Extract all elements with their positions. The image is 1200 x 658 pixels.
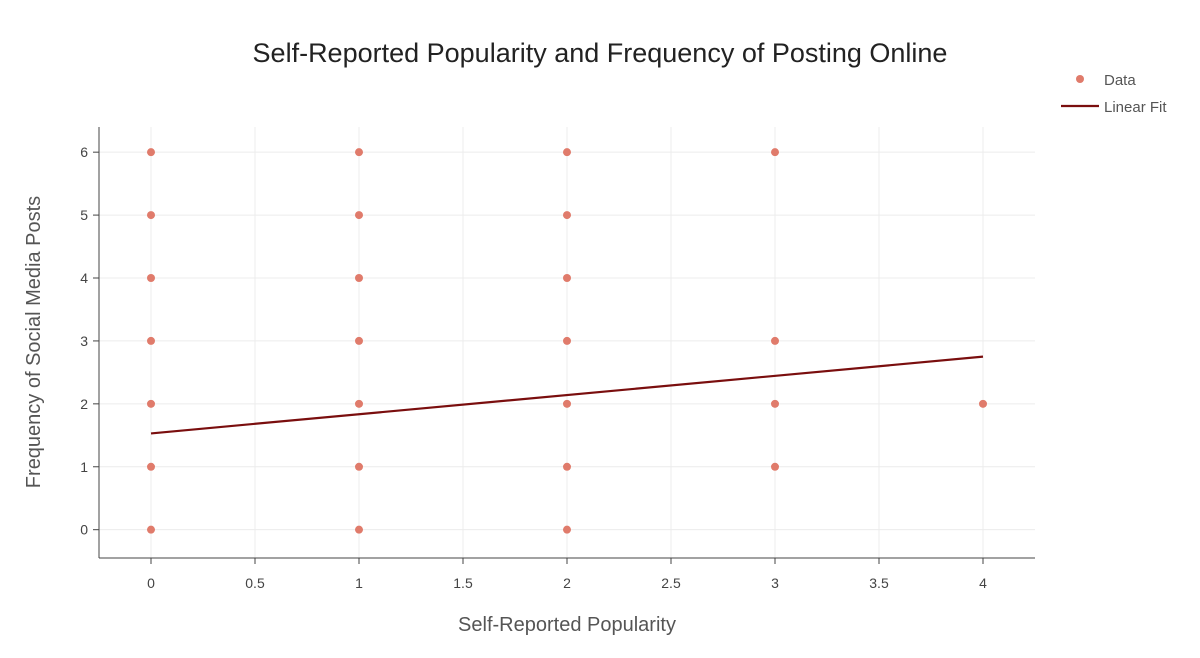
data-point — [147, 148, 155, 157]
data-point — [563, 399, 571, 408]
x-tick-label: 1 — [355, 575, 363, 591]
x-tick-label: 2 — [563, 575, 571, 591]
legend-item-data[interactable]: Data — [1076, 72, 1136, 89]
data-point — [147, 336, 155, 345]
chart-title: Self-Reported Popularity and Frequency o… — [253, 38, 948, 68]
x-tick-label: 0.5 — [245, 575, 265, 591]
y-tick-label: 0 — [80, 522, 88, 538]
y-tick-label: 2 — [80, 396, 88, 412]
legend-linear-fit-label: Linear Fit — [1104, 99, 1167, 116]
axes-layer: 0 0.5 1 1.5 2 2.5 3 3.5 4 0 1 2 3 4 5 6 — [80, 127, 1035, 591]
data-point — [563, 274, 571, 283]
data-point — [563, 148, 571, 157]
x-tick-label: 3.5 — [869, 575, 889, 591]
x-axis-title: Self-Reported Popularity — [458, 614, 676, 636]
y-tick-label: 4 — [80, 270, 88, 286]
data-point — [355, 336, 363, 345]
data-point — [563, 525, 571, 534]
y-tick-label: 5 — [80, 207, 88, 223]
x-tick-label: 0 — [147, 575, 155, 591]
data-point — [355, 274, 363, 283]
legend-data-marker — [1076, 75, 1084, 83]
linear-fit-line — [150, 355, 984, 435]
data-point — [771, 148, 779, 157]
data-point — [147, 399, 155, 408]
legend[interactable]: Data Linear Fit — [1061, 72, 1167, 116]
data-point — [979, 399, 987, 408]
series-layer — [147, 148, 987, 534]
data-point — [147, 525, 155, 534]
data-point — [771, 399, 779, 408]
x-tick-label: 3 — [771, 575, 779, 591]
data-point — [355, 399, 363, 408]
data-point — [355, 462, 363, 471]
data-point — [771, 336, 779, 345]
x-tick-label: 1.5 — [453, 575, 473, 591]
data-point — [563, 462, 571, 471]
data-point — [147, 211, 155, 220]
data-point — [355, 211, 363, 220]
legend-data-label: Data — [1104, 72, 1136, 89]
data-point — [771, 462, 779, 471]
data-point — [563, 211, 571, 220]
y-tick-label: 6 — [80, 144, 88, 160]
y-tick-label: 1 — [80, 459, 88, 475]
y-tick-label: 3 — [80, 333, 88, 349]
legend-item-linear-fit[interactable]: Linear Fit — [1061, 99, 1167, 116]
data-point — [147, 274, 155, 283]
x-tick-label: 2.5 — [661, 575, 681, 591]
data-point — [147, 462, 155, 471]
y-axis-title: Frequency of Social Media Posts — [23, 196, 45, 488]
data-point — [355, 148, 363, 157]
data-point — [563, 336, 571, 345]
x-tick-label: 4 — [979, 575, 987, 591]
data-point — [355, 525, 363, 534]
